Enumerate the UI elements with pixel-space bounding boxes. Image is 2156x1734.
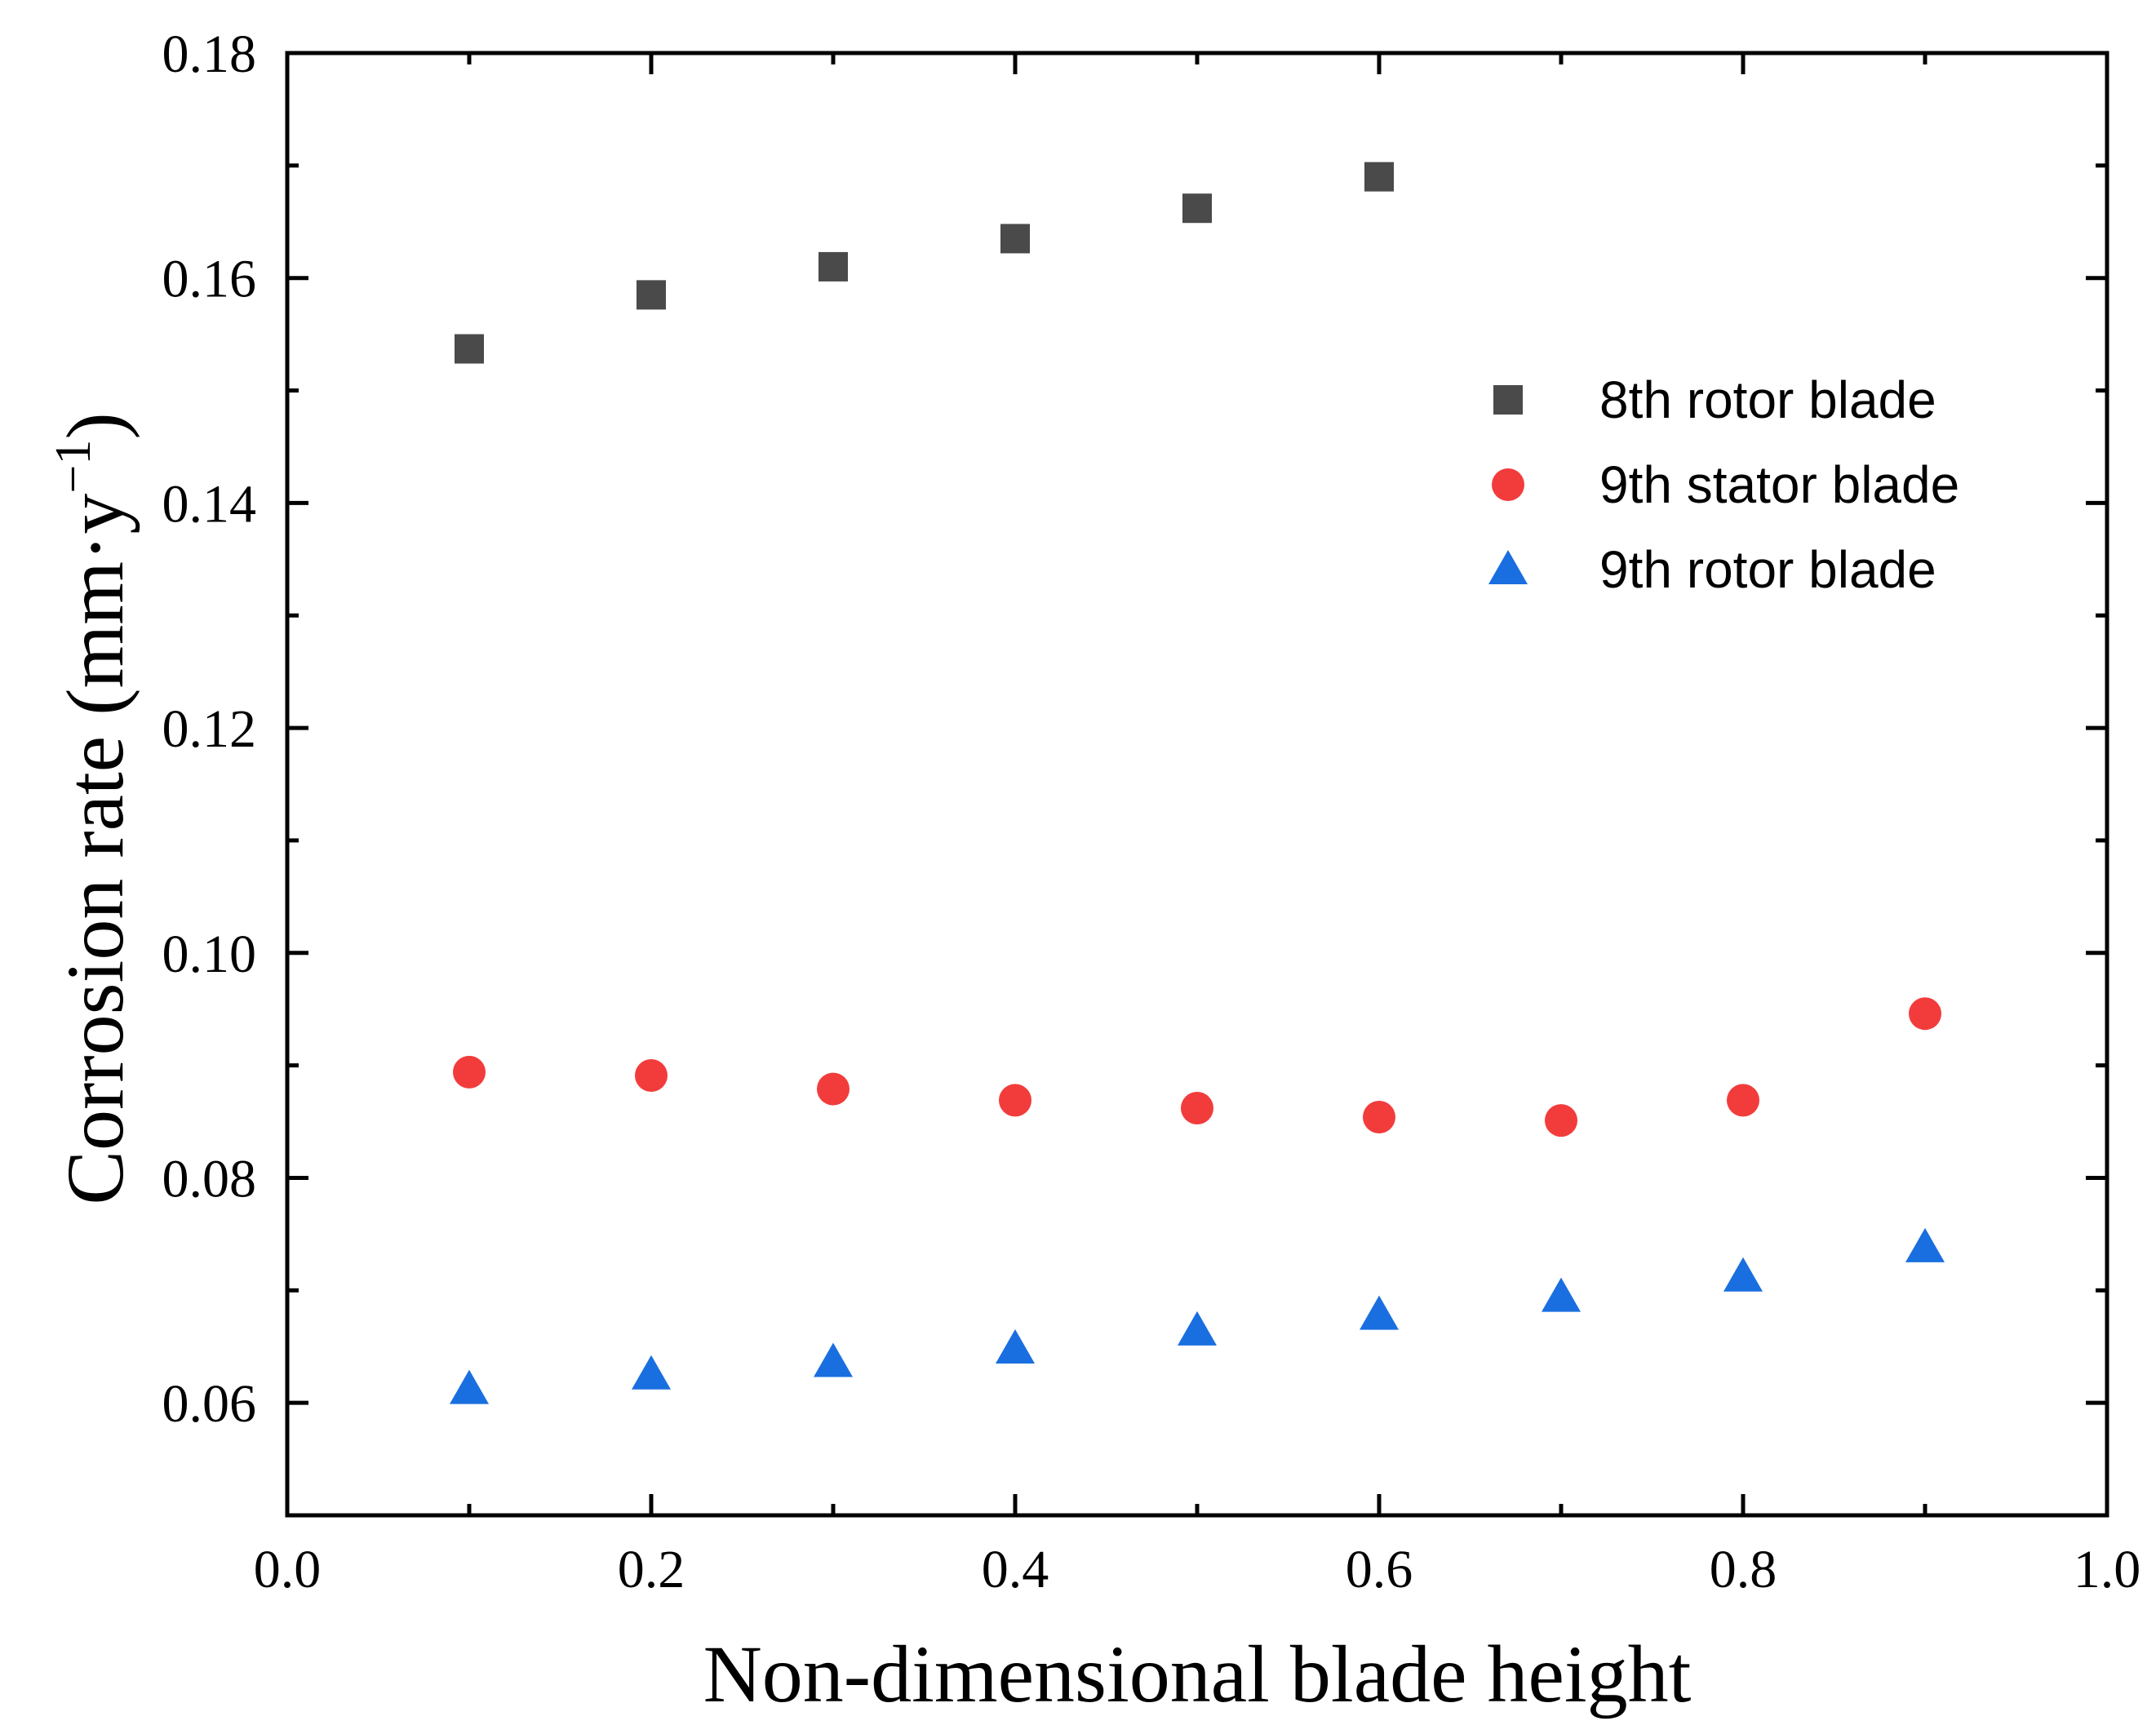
data-point [1909, 997, 1941, 1031]
y-tick-label: 0.08 [162, 1149, 257, 1208]
plot-frame [285, 51, 2109, 1518]
y-tick-label: 0.14 [162, 474, 257, 534]
x-tick-label: 0.0 [254, 1540, 322, 1599]
y-tick-label: 0.18 [162, 24, 257, 84]
y-axis-ticks: 0.06 0.08 0.10 0.12 0.14 0.16 0.18 [162, 24, 2107, 1434]
data-point [1181, 1091, 1213, 1124]
y-axis-title-main: Corrosion rate (mm·y [50, 494, 140, 1205]
y-axis-title-close: ) [50, 412, 140, 439]
data-point [453, 1055, 486, 1089]
x-tick-label: 0.8 [1710, 1540, 1777, 1599]
data-point [1363, 1101, 1395, 1134]
legend-marker [1488, 550, 1528, 584]
data-point [1364, 162, 1394, 192]
data-point [999, 1084, 1031, 1117]
y-axis-title-superscript: −1 [46, 440, 101, 494]
data-point [635, 1059, 668, 1093]
x-axis-ticks: 0.0 0.2 0.4 0.6 0.8 1.0 [254, 53, 2141, 1599]
data-point [1542, 1277, 1581, 1312]
data-point [1905, 1227, 1945, 1262]
x-axis-title: Non-dimensional blade height [703, 1629, 1692, 1719]
y-tick-label: 0.10 [162, 925, 257, 984]
y-tick-label: 0.16 [162, 250, 257, 309]
data-point [1545, 1104, 1577, 1138]
data-point [632, 1355, 671, 1390]
y-tick-label: 0.06 [162, 1374, 257, 1434]
data-point [450, 1369, 489, 1404]
data-point [996, 1328, 1035, 1364]
legend-label: 9th stator blade [1599, 455, 1959, 514]
y-tick-label: 0.12 [162, 699, 257, 759]
series-triangle [450, 1227, 1945, 1404]
legend: 8th rotor blade 9th stator blade 9th rotor… [1488, 370, 1959, 599]
x-tick-label: 1.0 [2074, 1540, 2141, 1599]
legend-marker [1493, 385, 1523, 415]
data-point [1723, 1257, 1763, 1292]
data-point [814, 1342, 853, 1377]
data-point [817, 1072, 850, 1106]
legend-marker [1492, 468, 1524, 501]
legend-label: 9th rotor blade [1599, 540, 1936, 599]
data-point [818, 251, 848, 282]
x-tick-label: 0.4 [982, 1540, 1049, 1599]
data-point [1182, 193, 1212, 224]
series-square [455, 162, 1394, 364]
x-tick-label: 0.2 [618, 1540, 685, 1599]
y-axis-title: Corrosion rate (mm·y−1) [46, 412, 140, 1204]
data-point [455, 334, 484, 364]
legend-label: 8th rotor blade [1599, 370, 1936, 429]
data-point [637, 280, 666, 310]
data-point [1000, 224, 1030, 254]
data-point [1727, 1084, 1759, 1117]
data-points [450, 162, 1945, 1404]
x-tick-label: 0.6 [1346, 1540, 1413, 1599]
data-point [1178, 1310, 1217, 1346]
data-point [1360, 1295, 1399, 1330]
series-circle [453, 997, 1941, 1138]
